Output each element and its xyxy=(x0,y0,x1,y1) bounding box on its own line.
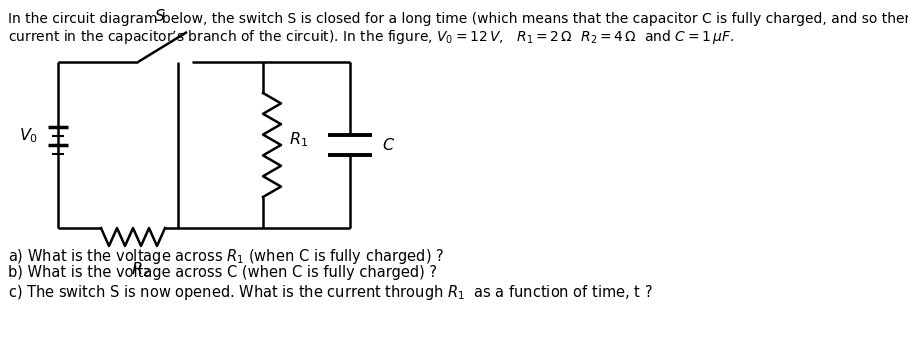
Text: $R_2$: $R_2$ xyxy=(132,260,151,279)
Text: $R_1$: $R_1$ xyxy=(289,131,308,149)
Text: a) What is the voltage across $R_1$ (when C is fully charged) ?: a) What is the voltage across $R_1$ (whe… xyxy=(8,247,444,266)
Text: C: C xyxy=(382,138,393,153)
Text: S: S xyxy=(155,9,165,24)
Text: $V_0$: $V_0$ xyxy=(19,127,38,145)
Text: In the circuit diagram below, the switch S is closed for a long time (which mean: In the circuit diagram below, the switch… xyxy=(8,12,908,26)
Text: current in the capacitor’s branch of the circuit). In the figure, $V_0 = 12\,V$,: current in the capacitor’s branch of the… xyxy=(8,28,735,46)
Text: c) The switch S is now opened. What is the current through $R_1$  as a function : c) The switch S is now opened. What is t… xyxy=(8,283,653,302)
Text: b) What is the voltage across C (when C is fully charged) ?: b) What is the voltage across C (when C … xyxy=(8,265,437,280)
